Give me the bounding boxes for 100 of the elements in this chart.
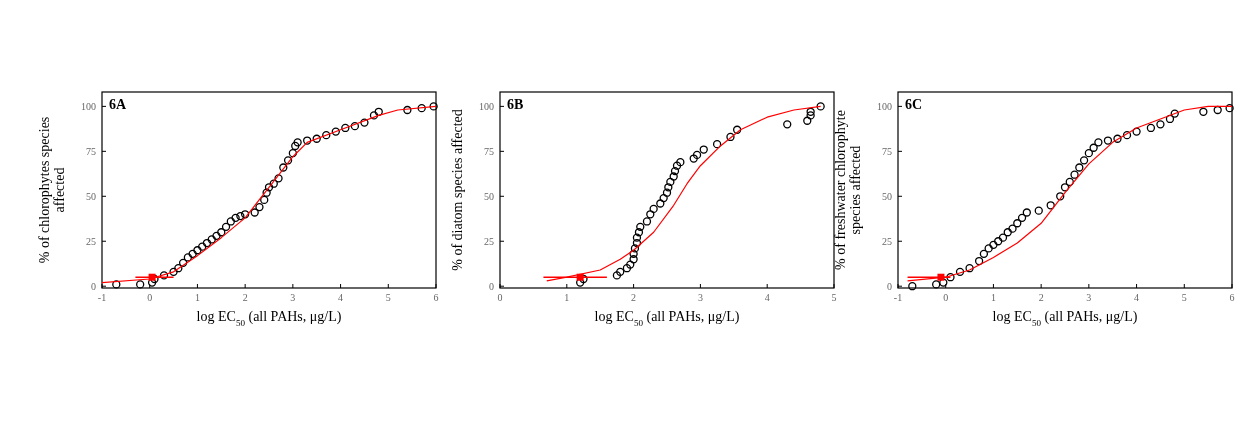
x-tick-label: 3 bbox=[1086, 292, 1092, 303]
point bbox=[642, 217, 652, 226]
x-tick-label: 5 bbox=[385, 292, 391, 303]
point bbox=[221, 222, 231, 232]
y-tick-label: 0 bbox=[91, 280, 96, 292]
point bbox=[136, 280, 145, 289]
point bbox=[341, 123, 350, 133]
x-tick-label: 0 bbox=[497, 292, 503, 303]
point bbox=[1075, 163, 1084, 172]
point bbox=[946, 273, 955, 282]
point bbox=[939, 278, 948, 287]
point bbox=[159, 271, 169, 280]
point bbox=[998, 233, 1008, 242]
point bbox=[429, 102, 438, 111]
point bbox=[649, 204, 658, 214]
point bbox=[632, 238, 642, 248]
point bbox=[183, 253, 193, 262]
point bbox=[1146, 123, 1156, 133]
point bbox=[322, 131, 331, 140]
point bbox=[979, 249, 989, 258]
point bbox=[262, 188, 271, 197]
point bbox=[1225, 104, 1234, 113]
x-tick-label: 2 bbox=[631, 292, 637, 303]
point bbox=[612, 271, 622, 280]
y-tick-label: 100 bbox=[479, 100, 494, 112]
point bbox=[576, 273, 584, 281]
point bbox=[1008, 224, 1017, 233]
point bbox=[417, 104, 426, 113]
point bbox=[174, 264, 183, 273]
point bbox=[659, 193, 668, 203]
point bbox=[634, 228, 644, 237]
point bbox=[193, 246, 202, 255]
point bbox=[202, 238, 212, 248]
x-tick-label: -1 bbox=[893, 292, 903, 303]
x-axis-title: log EC$_{50}$ (all PAHs, μg/L) bbox=[992, 309, 1138, 328]
x-axis-title: log EC$_{50}$ (all PAHs, μg/L) bbox=[594, 309, 740, 328]
point bbox=[669, 172, 678, 181]
y-tick-label: 25 bbox=[86, 235, 96, 247]
point bbox=[1113, 134, 1122, 143]
point bbox=[112, 280, 121, 289]
point bbox=[188, 249, 197, 258]
point bbox=[1165, 114, 1175, 124]
y-tick-label: 75 bbox=[882, 145, 892, 157]
point bbox=[312, 134, 321, 143]
point bbox=[806, 111, 815, 120]
point bbox=[937, 273, 945, 281]
point bbox=[293, 138, 302, 147]
annotation: 6C bbox=[905, 97, 923, 112]
point bbox=[1056, 192, 1065, 201]
point bbox=[783, 120, 792, 129]
x-tick-label: 5 bbox=[1181, 292, 1187, 303]
point bbox=[1122, 131, 1132, 140]
y-tick-label: 25 bbox=[484, 235, 494, 247]
y-tick-label: 50 bbox=[484, 190, 494, 202]
point bbox=[629, 255, 638, 264]
point bbox=[666, 177, 675, 187]
point bbox=[274, 174, 283, 183]
point bbox=[629, 249, 638, 258]
x-tick-label: 4 bbox=[338, 292, 344, 303]
point bbox=[646, 210, 655, 219]
point bbox=[1022, 208, 1031, 217]
x-tick-label: 0 bbox=[147, 292, 153, 303]
point bbox=[331, 127, 340, 136]
point bbox=[1213, 105, 1222, 115]
point bbox=[217, 228, 226, 237]
x-tick-label: 1 bbox=[990, 292, 996, 303]
point bbox=[670, 166, 680, 176]
x-tick-label: -1 bbox=[97, 292, 107, 303]
point bbox=[1156, 120, 1165, 129]
point bbox=[279, 163, 288, 172]
point bbox=[622, 264, 632, 273]
x-axis-title: log EC$_{50}$ (all PAHs, μg/L) bbox=[196, 309, 342, 328]
point bbox=[303, 136, 312, 145]
y-tick-label: 75 bbox=[86, 145, 96, 157]
point bbox=[1034, 206, 1043, 215]
point bbox=[1094, 138, 1103, 147]
point bbox=[231, 213, 240, 223]
annotation: 6B bbox=[507, 97, 524, 112]
point bbox=[664, 183, 673, 192]
point bbox=[350, 122, 360, 131]
point bbox=[636, 222, 645, 232]
point bbox=[260, 195, 269, 205]
y-tick-label: 50 bbox=[882, 190, 892, 202]
point bbox=[1079, 156, 1089, 165]
point bbox=[672, 161, 682, 170]
y-axis-title: % of freshwater chlorophyte species affected bbox=[833, 110, 863, 270]
x-tick-label: 5 bbox=[831, 292, 837, 303]
point bbox=[803, 116, 812, 125]
point bbox=[984, 244, 993, 253]
point bbox=[656, 199, 665, 208]
point bbox=[291, 141, 300, 151]
point bbox=[240, 210, 250, 219]
point bbox=[689, 154, 698, 163]
y-tick-label: 0 bbox=[489, 280, 494, 292]
point bbox=[283, 156, 293, 165]
y-axis-title: % of chlorophytes species affected bbox=[37, 116, 67, 264]
x-tick-label: 6 bbox=[433, 292, 439, 303]
y-tick-label: 0 bbox=[887, 280, 892, 292]
point bbox=[692, 150, 702, 160]
point bbox=[1070, 170, 1079, 179]
